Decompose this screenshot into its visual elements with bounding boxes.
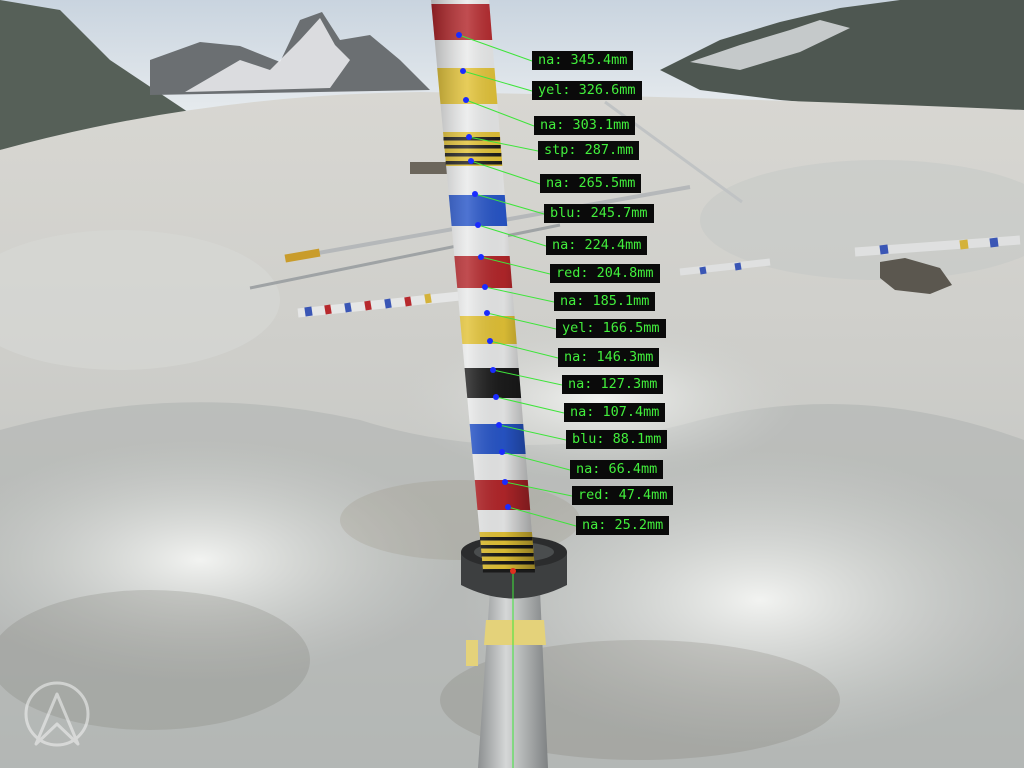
measurement-leader-line: [507, 506, 577, 527]
measurement-point: [487, 338, 493, 344]
measurement-point: [478, 254, 484, 260]
measurement-leader-line: [486, 312, 557, 330]
measurement-point: [475, 222, 481, 228]
measurement-leader-line: [458, 34, 533, 62]
arrow-in-circle-logo-icon: [24, 681, 90, 747]
measurement-leader-line: [468, 136, 539, 152]
measurement-leader-line: [501, 451, 571, 471]
measurement-label: na: 127.3mm: [562, 375, 664, 394]
measurement-label: na: 66.4mm: [570, 460, 664, 479]
measurement-point: [466, 134, 472, 140]
measurement-point: [456, 32, 462, 38]
measurement-label: red: 204.8mm: [550, 264, 660, 283]
measurement-label: na: 303.1mm: [534, 116, 636, 135]
measurement-point: [472, 191, 478, 197]
measurement-leader-line: [498, 424, 567, 441]
snow-peak-center: [185, 18, 350, 92]
measurement-point: [505, 504, 511, 510]
measurement-point: [499, 449, 505, 455]
measurement-label: na: 265.5mm: [540, 174, 642, 193]
striped-stake-right: [679, 258, 771, 276]
snow-right: [690, 20, 850, 70]
stake-stripe: [482, 569, 535, 573]
measurement-leader-line: [489, 340, 559, 359]
measurement-leader-line: [470, 160, 541, 185]
measurement-leader-line: [484, 286, 555, 303]
measurement-point: [468, 158, 474, 164]
measurement-point: [496, 422, 502, 428]
rock: [880, 258, 952, 294]
measurement-leader-line: [504, 481, 573, 497]
measurement-leader-line: [465, 99, 535, 127]
measurement-leader-line: [480, 256, 551, 275]
measurement-label: na: 185.1mm: [554, 292, 656, 311]
measurement-point: [493, 394, 499, 400]
measurement-label: yel: 166.5mm: [556, 319, 666, 338]
measurement-label: red: 47.4mm: [572, 486, 674, 505]
mountain-left: [0, 0, 200, 150]
measurement-point: [484, 310, 490, 316]
measurement-point: [502, 479, 508, 485]
measurement-leader-line: [462, 70, 533, 92]
measurement-label: na: 345.4mm: [532, 51, 634, 70]
mountain-right: [660, 0, 1024, 120]
measurement-point: [482, 284, 488, 290]
measurement-label: na: 107.4mm: [564, 403, 666, 422]
measurement-label: blu: 88.1mm: [566, 430, 668, 449]
measurement-label: yel: 326.6mm: [532, 81, 642, 100]
measurement-label: na: 146.3mm: [558, 348, 660, 367]
striped-stake-left: [304, 293, 432, 317]
measurement-label: blu: 245.7mm: [544, 204, 654, 223]
measurement-label: stp: 287.mm: [538, 141, 640, 160]
measurement-point: [463, 97, 469, 103]
measurement-leader-line: [477, 224, 547, 247]
measurement-leader-line: [492, 369, 563, 386]
measurement-point: [490, 367, 496, 373]
measurement-leader-line: [495, 396, 565, 414]
measurement-overlay: [456, 32, 577, 527]
measurement-point: [460, 68, 466, 74]
measurement-leader-line: [474, 193, 545, 215]
measurement-label: na: 224.4mm: [546, 236, 648, 255]
measurement-label: na: 25.2mm: [576, 516, 670, 535]
